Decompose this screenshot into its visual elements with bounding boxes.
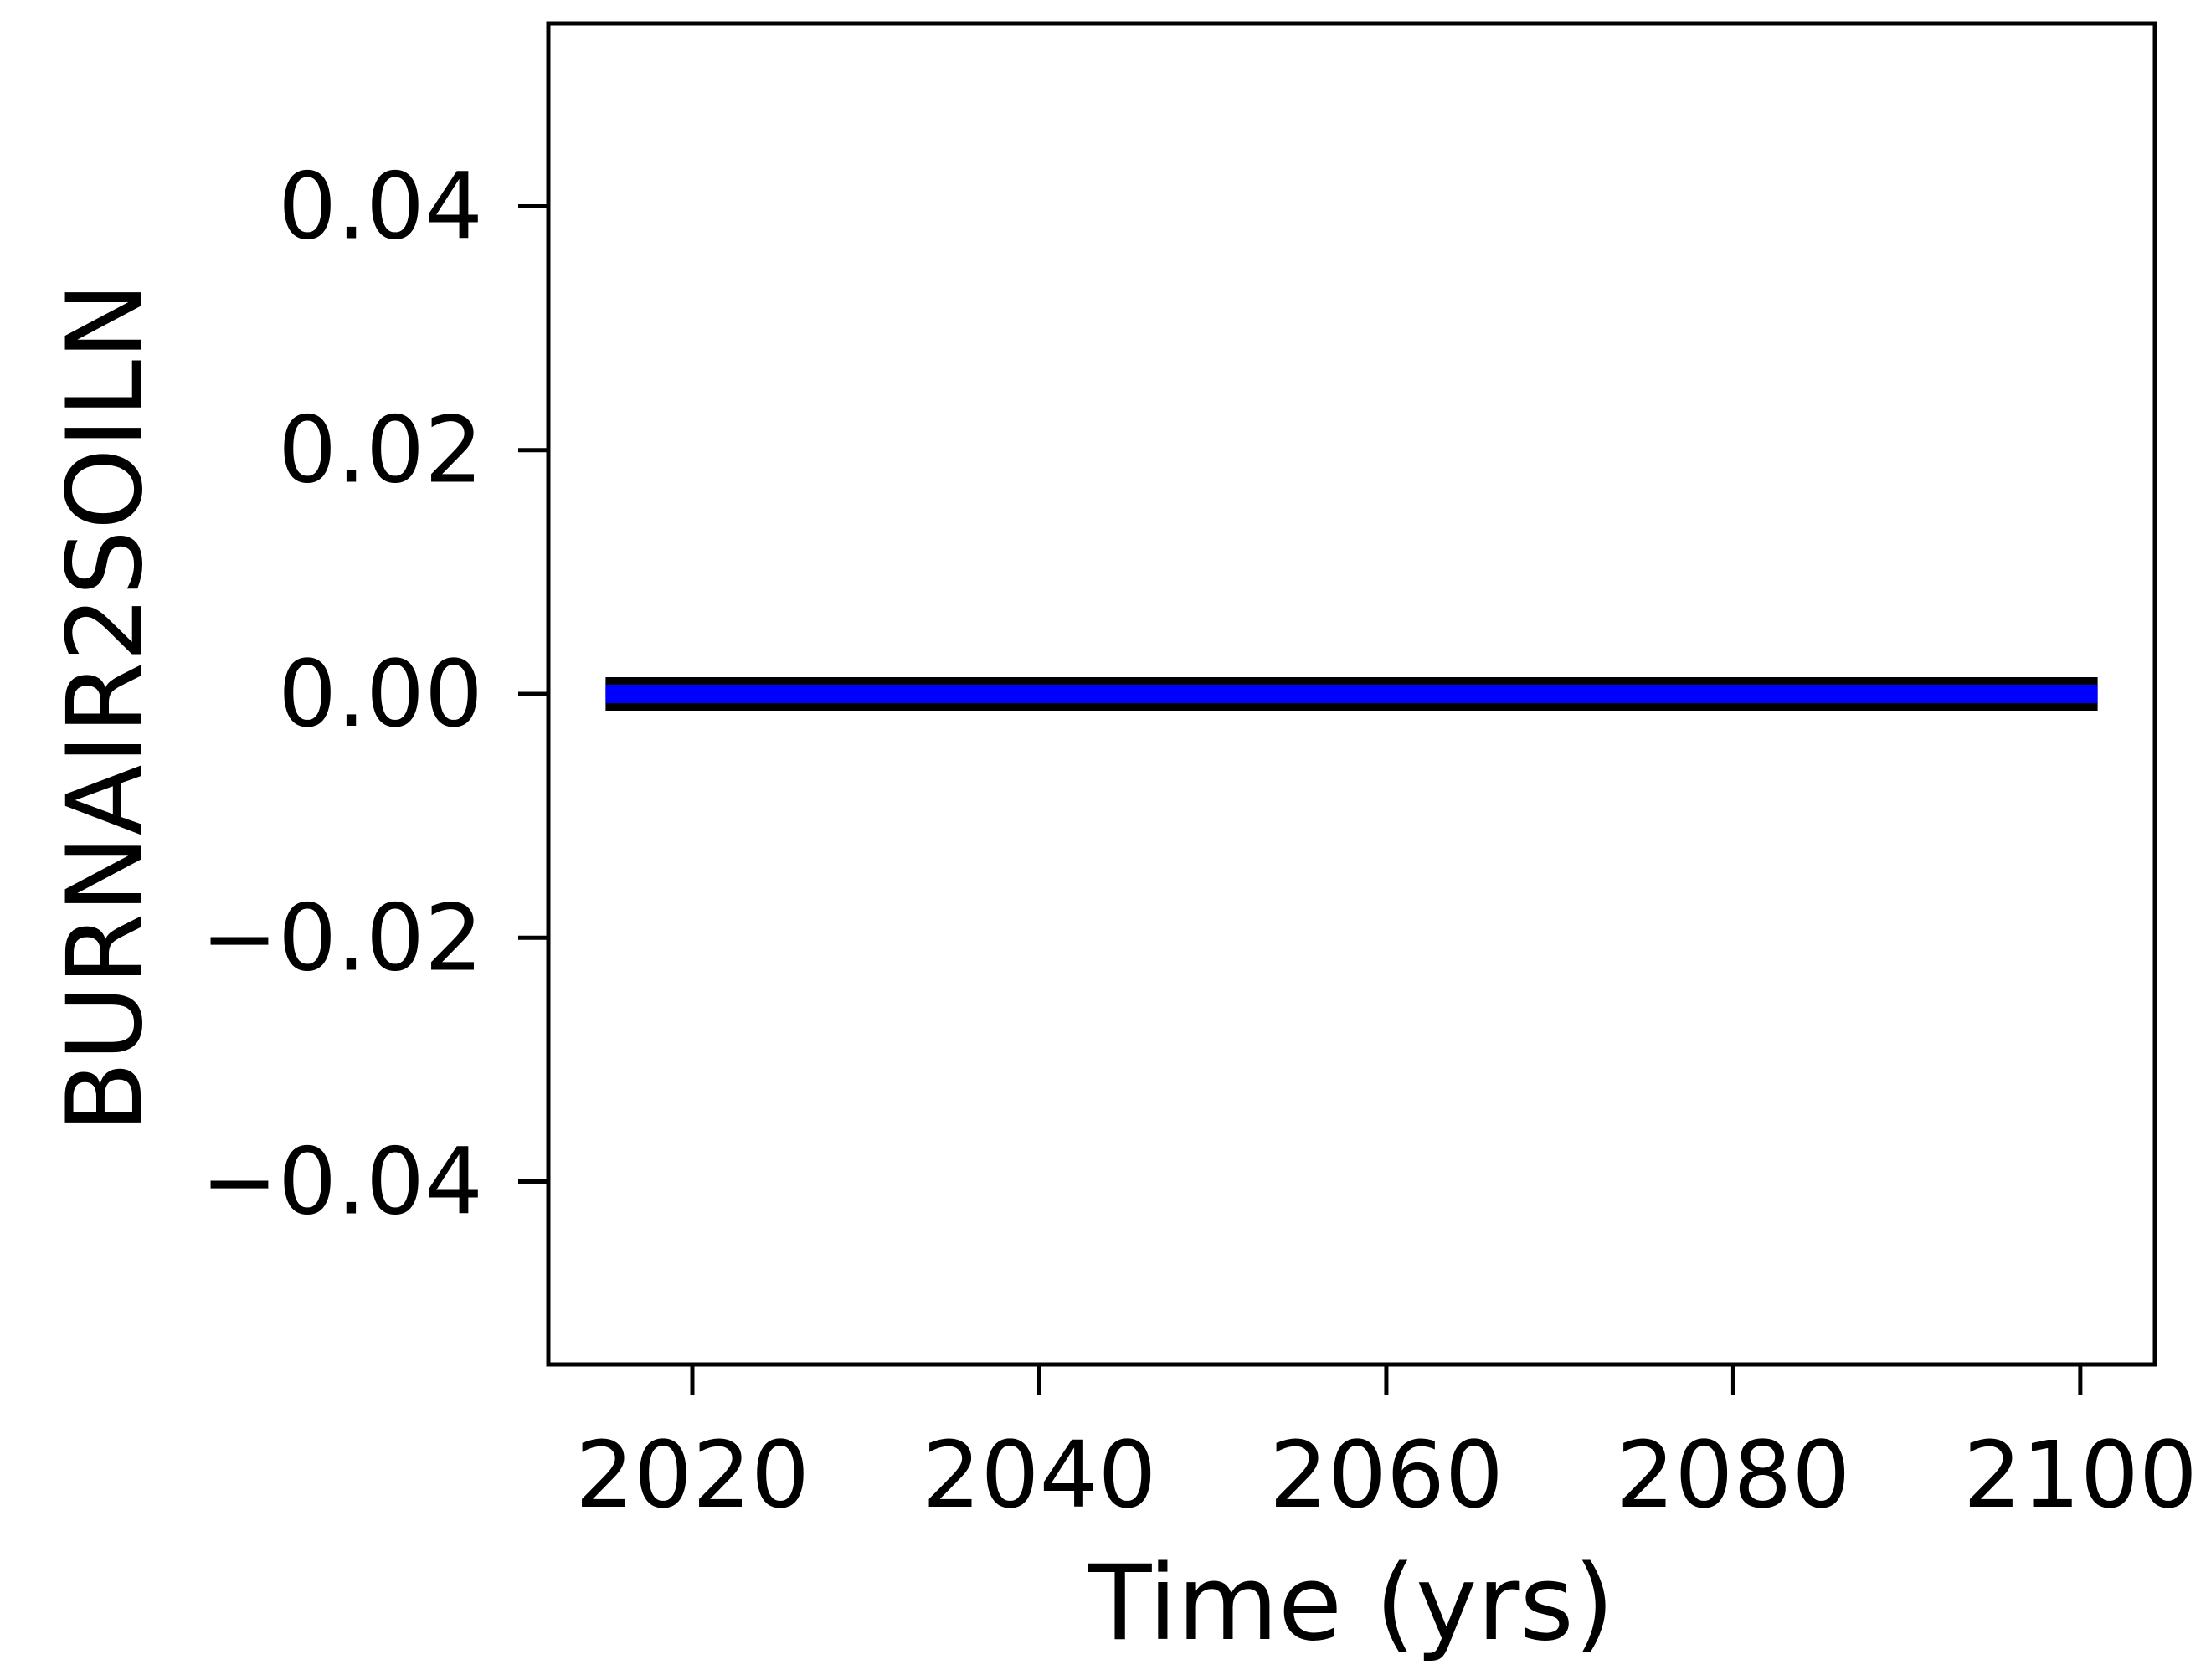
y-tick-label: −0.02 xyxy=(201,884,483,991)
y-tick-label: 0.04 xyxy=(278,152,483,259)
x-axis: 2020 2040 2060 2080 2100 xyxy=(575,1364,2198,1528)
y-tick-label: 0.00 xyxy=(278,640,483,748)
axes-frame xyxy=(546,21,2157,1367)
x-tick-label: 2040 xyxy=(922,1421,1156,1528)
y-tick-label: 0.02 xyxy=(278,397,483,504)
x-tick-label: 2100 xyxy=(1963,1421,2198,1528)
y-tick-label: −0.04 xyxy=(201,1128,483,1236)
x-axis-label: Time (yrs) xyxy=(1088,1544,1615,1664)
x-tick-label: 2020 xyxy=(575,1421,810,1528)
x-tick-label: 2080 xyxy=(1616,1421,1850,1528)
y-axis: 0.04 0.02 0.00 −0.02 −0.04 xyxy=(201,152,548,1236)
y-axis-label: BURNAIR2SOILN xyxy=(45,282,166,1133)
x-tick-label: 2060 xyxy=(1269,1421,1504,1528)
